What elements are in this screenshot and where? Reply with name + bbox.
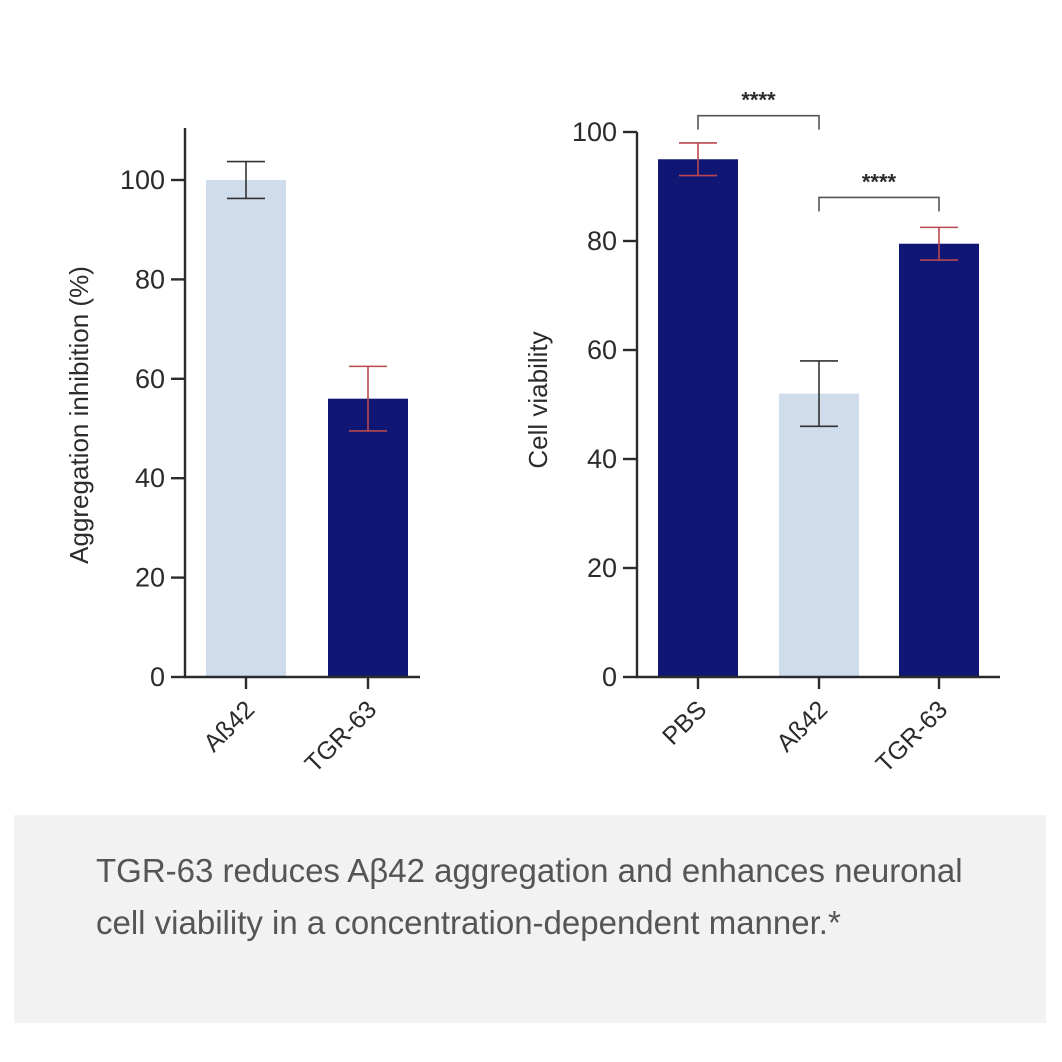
chart2-x-tick-label-1: PBS bbox=[657, 695, 712, 750]
chart2-y-tick-label-20: 20 bbox=[587, 553, 617, 583]
chart1-y-tick-label-60: 60 bbox=[135, 364, 165, 394]
chart2-y-tick-label-40: 40 bbox=[587, 444, 617, 474]
chart1-y-tick-label-40: 40 bbox=[135, 463, 165, 493]
chart2-y-tick-label-80: 80 bbox=[587, 226, 617, 256]
chart1-bar-2 bbox=[328, 398, 408, 677]
chart2-significance-label-1: **** bbox=[741, 88, 776, 113]
figure: 0 20 40 60 80 100 Aß42 TGR-63 Aggregation inhibi… bbox=[64, 88, 1000, 778]
chart2-y-tick-label-60: 60 bbox=[587, 335, 617, 365]
chart1-bar-1 bbox=[206, 180, 286, 677]
chart1-x-tick-label-1: Aß42 bbox=[198, 695, 260, 757]
chart1-y-tick-label-100: 100 bbox=[120, 165, 165, 195]
chart2-bar-2 bbox=[779, 393, 859, 677]
chart1-x-tick-label-2: TGR-63 bbox=[300, 695, 383, 778]
chart1-y-tick-label-80: 80 bbox=[135, 264, 165, 294]
chart2-y-tick-label-100: 100 bbox=[572, 117, 617, 147]
chart2-x-tick-label-3: TGR-63 bbox=[871, 695, 954, 778]
chart2-x-tick-label-2: Aß42 bbox=[771, 695, 833, 757]
chart2-significance-label-2: **** bbox=[862, 169, 897, 194]
chart1-y-axis-title: Aggregation inhibition (%) bbox=[64, 266, 94, 564]
chart1-y-tick-label-20: 20 bbox=[135, 563, 165, 593]
chart2-significance-bracket-1 bbox=[697, 114, 820, 130]
caption-box: TGR-63 reduces Aβ42 aggregation and enha… bbox=[14, 815, 1046, 1023]
chart2-y-axis-title: Cell viability bbox=[523, 331, 553, 468]
chart2-bar-1 bbox=[658, 159, 738, 677]
chart2-bar-3 bbox=[899, 243, 979, 677]
chart2-significance-bracket-2 bbox=[818, 196, 940, 212]
chart1-y-tick-label-0: 0 bbox=[150, 662, 165, 692]
caption-text: TGR-63 reduces Aβ42 aggregation and enha… bbox=[96, 852, 963, 941]
chart2-y-tick-label-0: 0 bbox=[602, 662, 617, 692]
